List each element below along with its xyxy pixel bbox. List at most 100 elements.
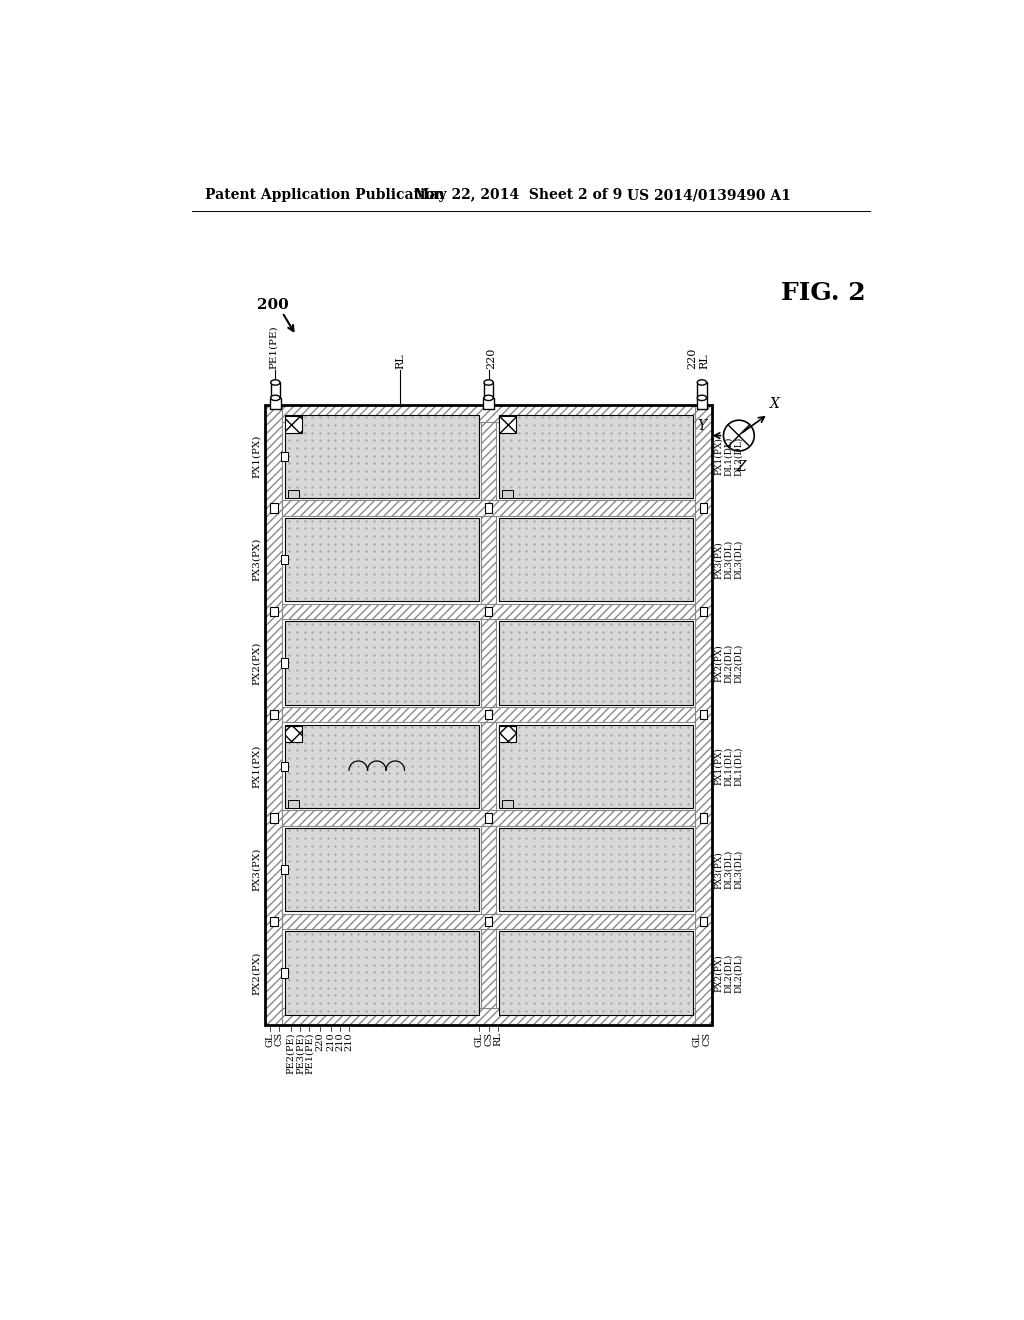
Bar	[285, 519, 478, 602]
Text: DL3(DL): DL3(DL)	[724, 540, 732, 579]
Bar	[265, 405, 283, 1024]
Bar	[285, 414, 478, 498]
Text: DL2(DL): DL2(DL)	[724, 643, 732, 682]
Text: 220: 220	[486, 347, 496, 368]
Text: 210: 210	[327, 1032, 335, 1051]
Bar	[285, 932, 478, 1015]
Bar	[270, 383, 280, 397]
Text: DL1(DL): DL1(DL)	[724, 437, 732, 477]
Bar	[282, 659, 288, 668]
Bar	[283, 500, 695, 516]
Bar	[270, 710, 278, 719]
Bar	[699, 813, 708, 822]
Ellipse shape	[484, 395, 494, 400]
Text: DL3(DL): DL3(DL)	[733, 540, 742, 579]
Text: PX2(PX): PX2(PX)	[714, 954, 723, 991]
Ellipse shape	[270, 395, 280, 400]
Bar	[289, 800, 299, 808]
Bar	[265, 405, 712, 422]
Text: D1: D1	[309, 445, 325, 455]
Bar	[484, 916, 493, 925]
Text: D2: D2	[318, 455, 335, 466]
Text: 220: 220	[688, 347, 697, 368]
Text: PX3(PX): PX3(PX)	[252, 539, 261, 581]
Bar	[500, 726, 516, 742]
Bar	[286, 726, 302, 742]
Bar	[699, 607, 708, 616]
Bar	[283, 913, 695, 929]
Text: Z: Z	[736, 461, 745, 474]
Text: DL2(DL): DL2(DL)	[733, 437, 742, 477]
Text: PX1(PX): PX1(PX)	[714, 437, 723, 475]
Text: PX3(PX): PX3(PX)	[252, 847, 261, 891]
Text: PX1(PX): PX1(PX)	[252, 744, 261, 788]
Bar	[483, 397, 494, 409]
Text: PX3(PX): PX3(PX)	[714, 541, 723, 578]
Bar	[500, 416, 516, 433]
Bar	[282, 556, 288, 565]
Bar	[282, 969, 288, 978]
Bar	[484, 503, 493, 512]
Bar	[503, 491, 513, 498]
Text: CS: CS	[702, 1032, 712, 1047]
Bar	[270, 397, 281, 409]
Text: DL2(DL): DL2(DL)	[724, 953, 732, 993]
Bar	[270, 916, 278, 925]
Bar	[699, 503, 708, 512]
Text: GL: GL	[693, 1032, 701, 1047]
Text: 220: 220	[315, 1032, 325, 1051]
Text: PX2(PX): PX2(PX)	[252, 952, 261, 995]
Text: GL: GL	[265, 1032, 274, 1047]
Text: RL: RL	[494, 1032, 503, 1047]
Bar	[695, 405, 712, 1024]
Bar	[283, 810, 695, 826]
Bar	[270, 607, 278, 616]
Bar	[282, 762, 288, 771]
Bar	[289, 491, 299, 498]
Text: PX1(PX): PX1(PX)	[252, 434, 261, 478]
Text: PX3(PX): PX3(PX)	[714, 851, 723, 888]
Bar	[265, 405, 712, 1024]
Bar	[499, 519, 692, 602]
Bar	[499, 828, 692, 911]
Bar	[283, 708, 695, 722]
Bar	[481, 422, 497, 1007]
Text: GL: GL	[475, 1032, 484, 1047]
Bar	[270, 813, 278, 822]
Bar	[499, 622, 692, 705]
Text: DL2(DL): DL2(DL)	[733, 643, 742, 682]
Text: May 22, 2014  Sheet 2 of 9: May 22, 2014 Sheet 2 of 9	[414, 189, 623, 202]
Text: Y: Y	[697, 418, 707, 433]
Text: 200: 200	[257, 298, 289, 312]
Bar	[499, 725, 692, 808]
Bar	[283, 603, 695, 619]
Bar	[282, 451, 288, 461]
Text: X: X	[770, 397, 779, 411]
Bar	[499, 414, 692, 498]
Text: US 2014/0139490 A1: US 2014/0139490 A1	[628, 189, 792, 202]
Bar	[503, 800, 513, 808]
Text: PE3(PE): PE3(PE)	[296, 1032, 304, 1074]
Text: RL: RL	[395, 352, 406, 368]
Bar	[285, 622, 478, 705]
Bar	[265, 1007, 712, 1024]
Bar	[286, 416, 302, 433]
Bar	[282, 865, 288, 874]
Bar	[484, 383, 494, 397]
Bar	[699, 916, 708, 925]
Ellipse shape	[484, 380, 494, 385]
Bar	[696, 397, 708, 409]
Text: PX1(PX): PX1(PX)	[714, 747, 723, 785]
Ellipse shape	[697, 380, 707, 385]
Bar	[285, 828, 478, 911]
Ellipse shape	[697, 395, 707, 400]
Text: PE2(PE): PE2(PE)	[287, 1032, 295, 1074]
Ellipse shape	[270, 380, 280, 385]
Text: PE1(PE): PE1(PE)	[305, 1032, 313, 1074]
Bar	[285, 725, 478, 808]
Text: DL1(DL): DL1(DL)	[733, 747, 742, 787]
Text: CS: CS	[484, 1032, 494, 1047]
Text: FIG. 2: FIG. 2	[781, 281, 866, 305]
Text: RL: RL	[699, 352, 710, 368]
Text: PE1(PE): PE1(PE)	[269, 325, 279, 368]
